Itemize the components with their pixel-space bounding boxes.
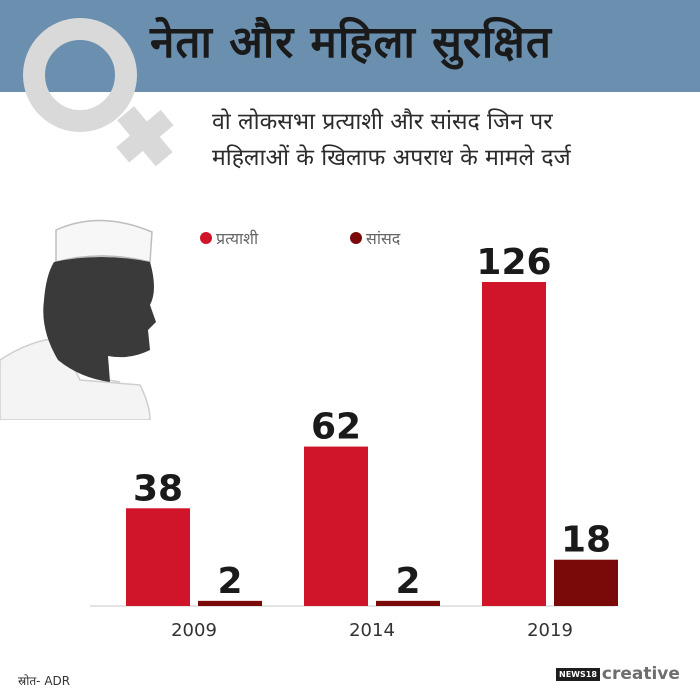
- legend-item-candidates: प्रत्याशी: [200, 227, 258, 249]
- x-tick-label-2014: 2014: [349, 620, 395, 641]
- female-symbol-icon: [23, 18, 174, 167]
- chart-legend: प्रत्याशी सांसद: [200, 227, 460, 251]
- x-tick-label-2019: 2019: [527, 620, 573, 641]
- data-label-candidates-2009: 38: [133, 468, 183, 509]
- subtitle-line-2: महिलाओं के खिलाफ अपराध के मामले दर्ज: [212, 145, 571, 171]
- subtitle-line-1: वो लोकसभा प्रत्याशी और सांसद जिन पर: [212, 109, 553, 135]
- data-label-mps-2014: 2: [395, 561, 420, 602]
- data-label-candidates-2014: 62: [311, 407, 361, 448]
- data-label-candidates-2019: 126: [476, 242, 551, 283]
- subtitle: वो लोकसभा प्रत्याशी और सांसद जिन पर महिल…: [212, 104, 682, 176]
- bar-mps-2019: [554, 559, 618, 606]
- politician-silhouette-icon: [0, 219, 156, 420]
- brand-logo: NEWS18 creative: [556, 664, 680, 684]
- data-label-mps-2009: 2: [217, 561, 242, 602]
- brand-text: creative: [601, 664, 680, 684]
- bar-mps-2009: [198, 600, 262, 606]
- data-label-mps-2019: 18: [561, 520, 611, 561]
- source-note: स्रोत- ADR: [18, 674, 71, 688]
- x-tick-label-2009: 2009: [171, 620, 217, 641]
- legend-label-mps: सांसद: [366, 229, 401, 248]
- legend-swatch-mps: [350, 232, 362, 244]
- bar-candidates-2019: [482, 282, 546, 606]
- page-title: नेता और महिला सुरक्षित: [150, 17, 552, 68]
- bar-candidates-2014: [304, 446, 368, 606]
- legend-label-candidates: प्रत्याशी: [216, 229, 259, 248]
- legend-swatch-candidates: [200, 232, 212, 244]
- bar-candidates-2009: [126, 508, 190, 606]
- legend-item-mps: सांसद: [350, 227, 400, 249]
- brand-box: NEWS18: [556, 667, 600, 681]
- bar-mps-2014: [376, 600, 440, 606]
